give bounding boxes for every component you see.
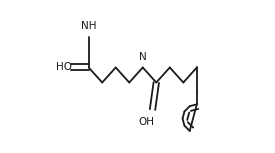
- Text: NH: NH: [81, 21, 97, 31]
- Text: N: N: [139, 52, 147, 62]
- Text: HO: HO: [56, 62, 72, 73]
- Text: OH: OH: [139, 117, 155, 127]
